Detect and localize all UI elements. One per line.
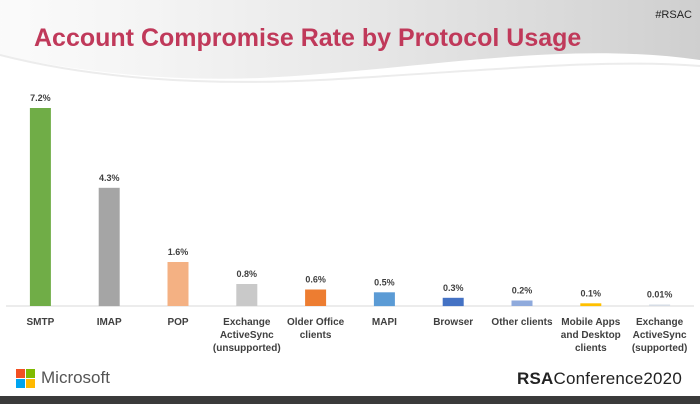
bar	[29, 108, 51, 306]
slide-title: Account Compromise Rate by Protocol Usag…	[34, 24, 582, 52]
bar	[373, 292, 395, 307]
data-label: 0.6%	[305, 275, 326, 285]
category-label-line: ActiveSync	[220, 330, 274, 341]
bar-chart: 7.2% SMTP 4.3% IMAP 1.6% POP 0.8% Exchange Activ…	[6, 93, 694, 354]
category-label-line: clients	[575, 343, 607, 354]
category-label: POP	[167, 317, 188, 328]
category-label-line: Exchange	[636, 317, 684, 328]
data-label: 0.3%	[443, 283, 464, 293]
microsoft-label: Microsoft	[41, 368, 110, 387]
category-label-line: POP	[167, 317, 188, 328]
rsa-conference-logo: RSAConference2020	[517, 369, 682, 389]
data-label: 0.8%	[237, 269, 258, 279]
category-label-line: and Desktop	[561, 330, 621, 341]
category-label-line: (unsupported)	[213, 343, 281, 354]
bar	[305, 289, 327, 306]
data-label: 1.6%	[168, 247, 189, 257]
bar	[580, 303, 602, 307]
bar	[98, 187, 120, 307]
category-label-line: Browser	[433, 317, 473, 328]
data-label: 4.3%	[99, 173, 120, 183]
header-swoosh	[0, 0, 700, 83]
rsa-event: Conference2020	[553, 369, 682, 388]
category-label-line: MAPI	[372, 317, 397, 328]
category-label-line: clients	[300, 330, 332, 341]
data-label: 0.5%	[374, 277, 395, 287]
microsoft-squares-icon	[16, 368, 35, 388]
microsoft-square	[26, 378, 35, 388]
category-label: Exchange ActiveSync (unsupported)	[213, 317, 281, 354]
bar	[511, 300, 533, 306]
category-label: IMAP	[97, 317, 122, 328]
category-label-line: SMTP	[27, 317, 55, 328]
data-label: 0.01%	[647, 290, 673, 300]
category-label-line: IMAP	[97, 317, 122, 328]
data-label: 0.2%	[512, 286, 533, 296]
bar	[236, 284, 258, 306]
category-label: Other clients	[491, 317, 553, 328]
category-label-line: ActiveSync	[633, 330, 687, 341]
category-label-line: Older Office	[287, 317, 345, 328]
data-label: 0.1%	[581, 288, 602, 298]
microsoft-logo: Microsoft	[16, 368, 110, 388]
microsoft-square	[16, 378, 25, 388]
category-label-line: (supported)	[632, 343, 688, 354]
category-label: SMTP	[27, 317, 55, 328]
category-label-line: Mobile Apps	[561, 317, 621, 328]
microsoft-square	[26, 368, 35, 378]
bottom-bar	[0, 396, 700, 404]
bar	[442, 297, 464, 307]
rsa-brand: RSA	[516, 369, 554, 388]
bar	[649, 304, 671, 306]
rsac-hashtag: #RSAC	[655, 9, 692, 21]
category-label-line: Exchange	[223, 317, 271, 328]
category-label: Exchange ActiveSync (supported)	[632, 317, 688, 354]
category-label: Mobile Apps and Desktop clients	[561, 317, 621, 354]
category-label: Older Office clients	[287, 317, 345, 341]
category-label-line: Other clients	[491, 317, 553, 328]
bar	[167, 262, 189, 306]
category-label: Browser	[433, 317, 473, 328]
category-label: MAPI	[372, 317, 397, 328]
data-label: 7.2%	[30, 93, 51, 103]
microsoft-square	[16, 368, 25, 378]
